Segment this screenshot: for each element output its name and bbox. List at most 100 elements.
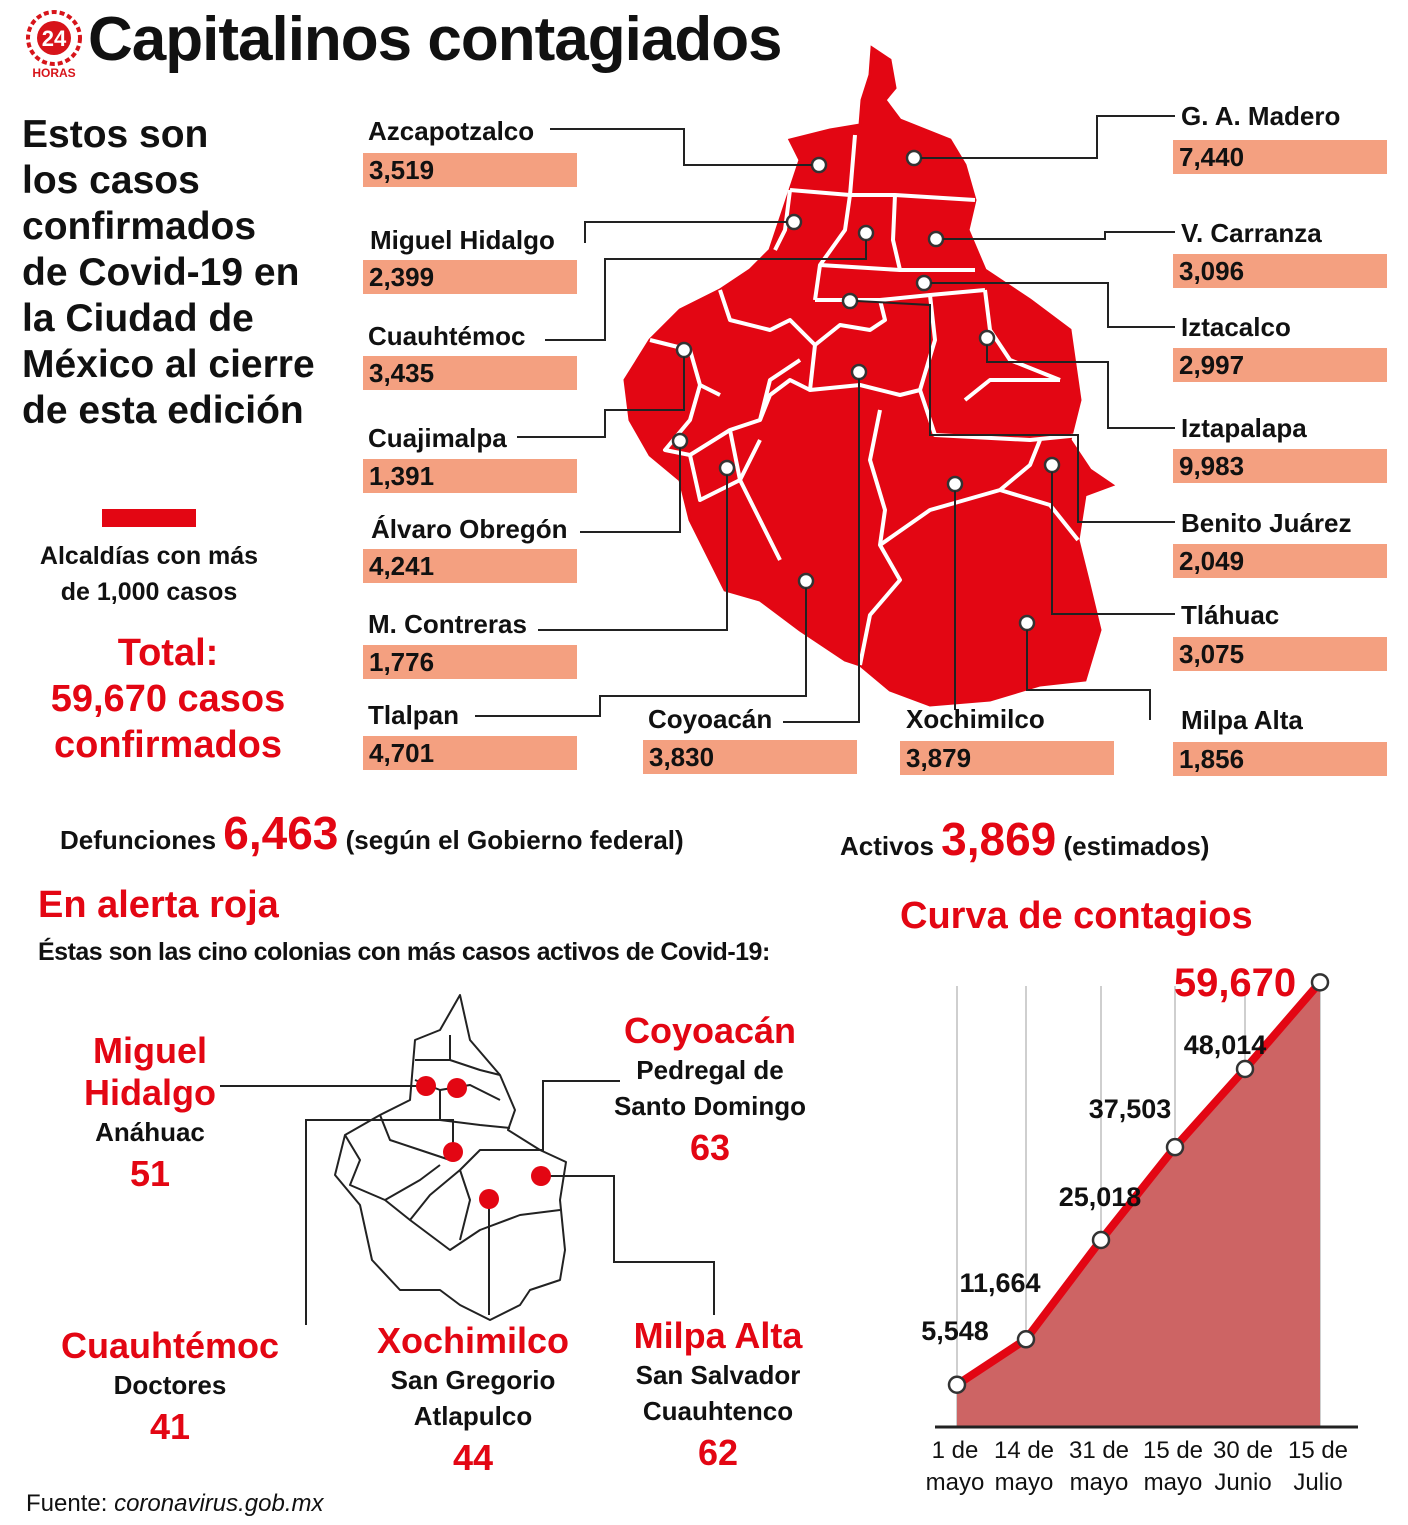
- data-label: 37,503: [1089, 1094, 1172, 1124]
- alcaldia-cases-azcapotzalco: 3,519: [363, 153, 577, 187]
- colonia-cases: 41: [149, 1406, 191, 1447]
- alcaldia-label-alvaro-obregon: Álvaro Obregón: [371, 514, 568, 544]
- legend-label: Alcaldías con más de 1,000 casos: [18, 538, 280, 610]
- total-suffix: confirmados: [53, 724, 283, 766]
- alcaldia-cases-coyoacan: 3,830: [643, 740, 857, 774]
- colonia-name: Cuauhtenco: [642, 1396, 794, 1426]
- alcaldia-label-xochimilco: Xochimilco: [906, 704, 1045, 734]
- total-value: 59,670 casos: [50, 678, 286, 720]
- alcaldia-cases-iztacalco: 2,997: [1173, 348, 1387, 382]
- colonia-name: Pedregal de: [636, 1055, 784, 1085]
- cdmx-map: [623, 45, 1116, 707]
- data-point: [1235, 1059, 1255, 1079]
- legend-label-line: Alcaldías con más: [39, 542, 259, 570]
- pointer-milpa-alta: [541, 1175, 715, 1315]
- colonia-name: Doctores: [113, 1370, 227, 1400]
- colonia-marker-santo-domingo: [443, 1142, 463, 1162]
- alcaldia-cases-miguel-hidalgo: 2,399: [363, 260, 577, 294]
- deaths-note: (según el Gobierno federal): [345, 825, 684, 855]
- curve-line: [954, 979, 1324, 1389]
- alcaldia-cases-xochimilco: 3,879: [900, 741, 1114, 775]
- x-tick-label: mayo: [1070, 1469, 1129, 1496]
- page-title: Capitalinos contagiados: [88, 5, 783, 74]
- alcaldia-cases-milpa-alta: 1,856: [1173, 742, 1387, 776]
- alcaldia-label-m-contreras: M. Contreras: [368, 609, 527, 639]
- colonia-marker-cuauhtenco: [531, 1166, 551, 1186]
- total-cases: Total: 59,670 casos confirmados: [18, 630, 318, 768]
- map-outline: [623, 45, 1116, 707]
- colonia-cases: 63: [689, 1127, 731, 1168]
- alcaldia-label-ga-madero: G. A. Madero: [1181, 101, 1341, 131]
- colonia-name: Santo Domingo: [613, 1091, 807, 1121]
- pointer-coyoacan: [508, 1080, 620, 1151]
- colonia-cuauhtemoc: Cuauhtémoc Doctores 41: [50, 1325, 290, 1451]
- data-point: [1165, 1137, 1185, 1157]
- data-point: [1091, 1230, 1111, 1250]
- colonia-marker-atlapulco: [479, 1189, 499, 1209]
- active-stat: Activos 3,869 (estimados): [840, 812, 1209, 866]
- x-tick-label: Julio: [1293, 1469, 1342, 1496]
- x-tick-label: 30 de: [1213, 1437, 1273, 1464]
- legend-label-line: de 1,000 casos: [60, 578, 238, 606]
- colonia-alcaldia: Hidalgo: [84, 1072, 216, 1113]
- colonia-marker-doctores: [447, 1078, 467, 1098]
- alcaldia-borders: [649, 134, 1081, 666]
- x-tick-label: 1 de: [932, 1437, 979, 1464]
- data-label: 48,014: [1184, 1030, 1267, 1060]
- intro-line: los casos: [22, 159, 200, 202]
- logo-badge-icon: 24: [26, 10, 82, 66]
- intro-line: México al cierre: [22, 343, 315, 386]
- deaths-value: 6,463: [223, 807, 339, 859]
- x-tick-label: 15 de: [1143, 1437, 1203, 1464]
- colonia-name: San Gregorio: [390, 1365, 556, 1395]
- alcaldia-cases-tlahuac: 3,075: [1173, 637, 1387, 671]
- data-point: [1310, 973, 1330, 992]
- alcaldia-label-coyoacan: Coyoacán: [648, 704, 773, 734]
- colonia-coyoacan: Coyoacán Pedregal de Santo Domingo 63: [590, 1010, 830, 1172]
- source-site: coronavirus.gob.mx: [114, 1490, 324, 1517]
- x-tick-label: Junio: [1214, 1469, 1271, 1496]
- alert-title: En alerta roja: [38, 884, 279, 926]
- alcaldia-label-tlalpan: Tlalpan: [368, 700, 460, 730]
- data-label: 25,018: [1059, 1182, 1142, 1212]
- colonia-alcaldia: Milpa Alta: [633, 1315, 803, 1356]
- alcaldia-cases-tlalpan: 4,701: [363, 736, 577, 770]
- alcaldia-cases-ga-madero: 7,440: [1173, 140, 1387, 174]
- colonia-cases: 62: [697, 1432, 739, 1473]
- alcaldia-cases-benito-juarez: 2,049: [1173, 544, 1387, 578]
- source-note: Fuente: coronavirus.gob.mx: [26, 1490, 324, 1518]
- alcaldia-cases-alvaro-obregon: 4,241: [363, 549, 577, 583]
- colonia-alcaldia: Miguel: [93, 1030, 207, 1071]
- data-label: 59,670: [1174, 961, 1296, 1005]
- source-label: Fuente:: [26, 1490, 108, 1517]
- leader-lines: [475, 115, 1175, 723]
- alcaldia-label-cuajimalpa: Cuajimalpa: [368, 423, 507, 453]
- colonia-xochimilco: Xochimilco San Gregorio Atlapulco 44: [363, 1320, 583, 1482]
- alcaldia-label-azcapotzalco: Azcapotzalco: [368, 116, 535, 146]
- intro-line: confirmados: [22, 205, 257, 248]
- chart-title: Curva de contagios: [900, 895, 1253, 937]
- colonia-miguel-hidalgo: Miguel Hidalgo Anáhuac 51: [60, 1030, 240, 1198]
- x-tick-label: 14 de: [994, 1437, 1054, 1464]
- x-tick-label: mayo: [995, 1469, 1054, 1496]
- deaths-stat: Defunciones 6,463 (según el Gobierno fed…: [60, 806, 684, 860]
- intro-line: Estos son: [22, 113, 209, 156]
- alert-subtitle: Éstas son las cino colonias con más caso…: [38, 938, 770, 966]
- alcaldia-label-iztacalco: Iztacalco: [1181, 312, 1291, 342]
- x-tick-label: mayo: [926, 1469, 985, 1496]
- logo-number: 24: [42, 26, 67, 51]
- alcaldia-cases-iztapalapa: 9,983: [1173, 449, 1387, 483]
- alcaldia-label-iztapalapa: Iztapalapa: [1181, 413, 1307, 443]
- colonia-name: Atlapulco: [413, 1401, 533, 1431]
- curve-chart: 5,548 11,664 25,018 37,503 48,014 59,670 1 de m…: [921, 961, 1358, 1496]
- intro-line: la Ciudad de: [22, 297, 254, 340]
- logo: 24 HORAS: [26, 10, 82, 82]
- data-point: [947, 1375, 967, 1394]
- alcaldia-label-miguel-hidalgo: Miguel Hidalgo: [370, 225, 555, 255]
- colonia-name: Anáhuac: [95, 1117, 205, 1147]
- alcaldia-label-benito-juarez: Benito Juárez: [1181, 508, 1352, 538]
- legend-swatch: [102, 509, 196, 527]
- x-tick-label: 31 de: [1069, 1437, 1129, 1464]
- colonia-marker-anahuac: [416, 1076, 436, 1096]
- active-label: Activos: [840, 831, 934, 861]
